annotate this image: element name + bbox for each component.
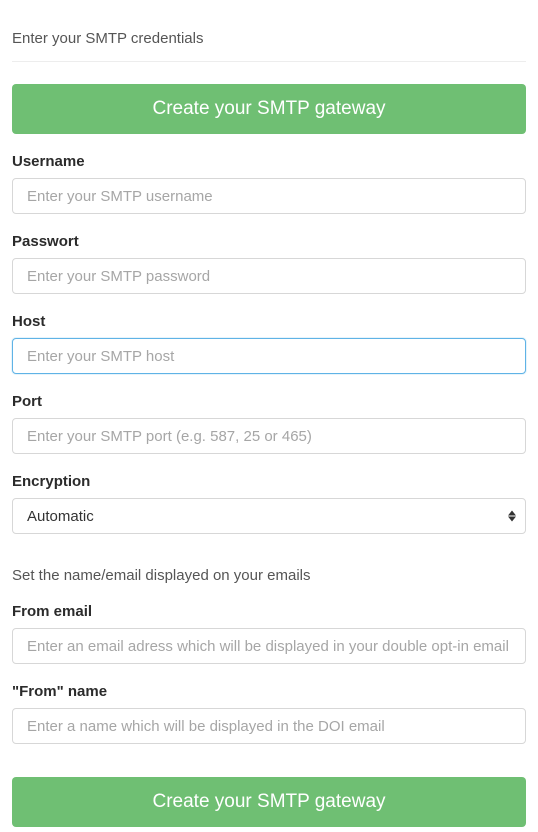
password-field: Passwort [12, 233, 526, 294]
encryption-select-wrap: Automatic [12, 498, 526, 534]
from-name-label: "From" name [12, 683, 526, 700]
encryption-label: Encryption [12, 473, 526, 490]
from-email-input[interactable] [12, 628, 526, 664]
password-input[interactable] [12, 258, 526, 294]
from-name-field: "From" name [12, 683, 526, 744]
encryption-select[interactable]: Automatic [12, 498, 526, 534]
port-field: Port [12, 393, 526, 454]
username-input[interactable] [12, 178, 526, 214]
password-label: Passwort [12, 233, 526, 250]
create-gateway-button-bottom[interactable]: Create your SMTP gateway [12, 777, 526, 827]
host-label: Host [12, 313, 526, 330]
port-label: Port [12, 393, 526, 410]
from-email-label: From email [12, 603, 526, 620]
section-title-from: Set the name/email displayed on your ema… [12, 567, 526, 584]
from-email-field: From email [12, 603, 526, 664]
host-field: Host [12, 313, 526, 374]
username-label: Username [12, 153, 526, 170]
port-input[interactable] [12, 418, 526, 454]
create-gateway-button-top[interactable]: Create your SMTP gateway [12, 84, 526, 134]
section-title-credentials: Enter your SMTP credentials [12, 12, 526, 61]
host-input[interactable] [12, 338, 526, 374]
username-field: Username [12, 153, 526, 214]
divider [12, 61, 526, 62]
from-name-input[interactable] [12, 708, 526, 744]
encryption-field: Encryption Automatic [12, 473, 526, 534]
